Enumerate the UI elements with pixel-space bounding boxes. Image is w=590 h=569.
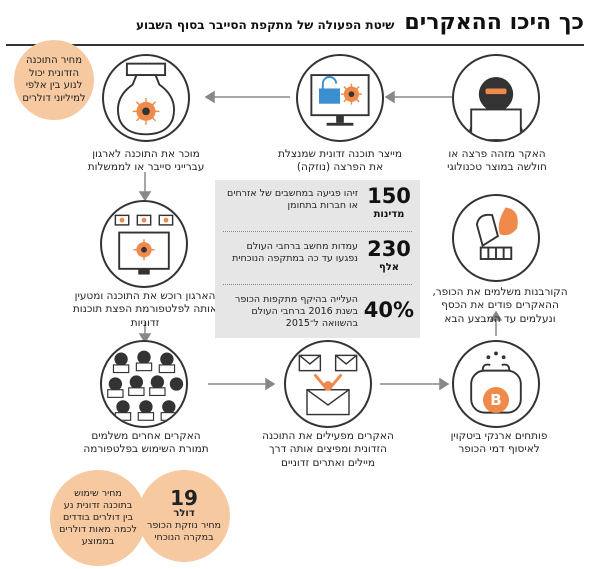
stat-divider (223, 284, 412, 285)
stat-value: 40% (363, 298, 414, 322)
header-divider (6, 44, 584, 46)
ransom-text: מחיר נוזקת הכופר במקרה הנוכחי (147, 520, 221, 544)
step-2-caption: מייצר תוכנה זדונית שמנצלת את הפרצה (נוזק… (278, 148, 402, 174)
ransom-price-note: 19 דולר מחיר נוזקת הכופר במקרה הנוכחי (138, 470, 230, 562)
usage-price-note: מחיר שימוש בתוכנה זדונית נע בין דולרים ב… (50, 470, 146, 566)
stat-value: 230 (367, 237, 411, 261)
emails-circle (284, 340, 372, 428)
stat-computers: 230 אלף עמדות מחשב ברחבי העולם נפגעו עד … (215, 235, 420, 285)
step-6-caption: האקרים מפעילים את התוכנה הזדונית ומפיצים… (262, 430, 394, 469)
monitor-bug-icon (310, 74, 370, 126)
platform-circle (100, 200, 188, 288)
wallet-icon (470, 351, 522, 414)
step-8-caption: הקורבנות משלמים את הכופר, ההאקרים פודים … (432, 286, 568, 325)
stat-divider (223, 231, 412, 232)
hacker-circle (452, 54, 540, 142)
hands-payment-icon (475, 207, 518, 260)
step-7-caption: פותחים ארנקי ביטקוין לאיסוף דמי הכופר (450, 430, 548, 456)
page-subtitle: שיטת הפעולה של מתקפת הסייבר בסוף השבוע (135, 18, 395, 32)
step-3-caption: מוכר את התוכנה לארגון עברייני סייבר או ל… (87, 148, 205, 174)
malware-monitor-circle (296, 54, 384, 142)
stats-box: 150 מדינות זיהו פגיעה במחשבים של אזרחים … (215, 180, 420, 338)
payment-circle (452, 194, 540, 282)
header: כך היכו ההאקרים שיטת הפעולה של מתקפת הסי… (6, 10, 584, 44)
stat-countries: 150 מדינות זיהו פגיעה במחשבים של אזרחים … (215, 182, 420, 232)
page-title: כך היכו ההאקרים (404, 10, 584, 35)
stat-increase: 40% העלייה בהיקף מתקפות הכופר בשנת 2016 … (215, 288, 420, 338)
platform-icon (114, 214, 174, 275)
stat-unit: מדינות (373, 209, 405, 220)
step-1-caption: האקר מזהה פרצה או חולשה במוצר טכנולוגי (447, 148, 547, 174)
hackers-crowd-icon (107, 350, 184, 421)
stat-value: 150 (367, 184, 411, 208)
ransom-unit: דולר (173, 507, 195, 519)
step-5-caption: האקרים אחרים משלמים תמורת השימוש בפלטפור… (83, 430, 209, 456)
hacker-icon (467, 77, 525, 140)
stat-description: העלייה בהיקף מתקפות הכופר בשנת 2016 ברחב… (234, 294, 358, 330)
stat-description: עמדות מחשב ברחבי העולם נפגעו עד כה במתקפ… (232, 241, 358, 265)
hackers-crowd-circle (100, 340, 188, 428)
malware-price-note: מחיר התוכנה הזדונית יכול לנוע בין אלפי ל… (14, 40, 94, 120)
stat-description: זיהו פגיעה במחשבים של אזרחים או חברות בת… (227, 188, 358, 212)
step-4-caption: הארגון רוכש את התוכנה ומטעין אותה לפלטפו… (72, 290, 218, 329)
money-bag-circle (102, 54, 190, 142)
bitcoin-wallet-circle (452, 340, 540, 428)
money-bag-icon (117, 62, 175, 136)
stat-unit: אלף (378, 262, 400, 273)
email-icon (298, 354, 358, 416)
ransom-value: 19 (170, 485, 198, 510)
bitcoin-icon: B (483, 387, 509, 413)
